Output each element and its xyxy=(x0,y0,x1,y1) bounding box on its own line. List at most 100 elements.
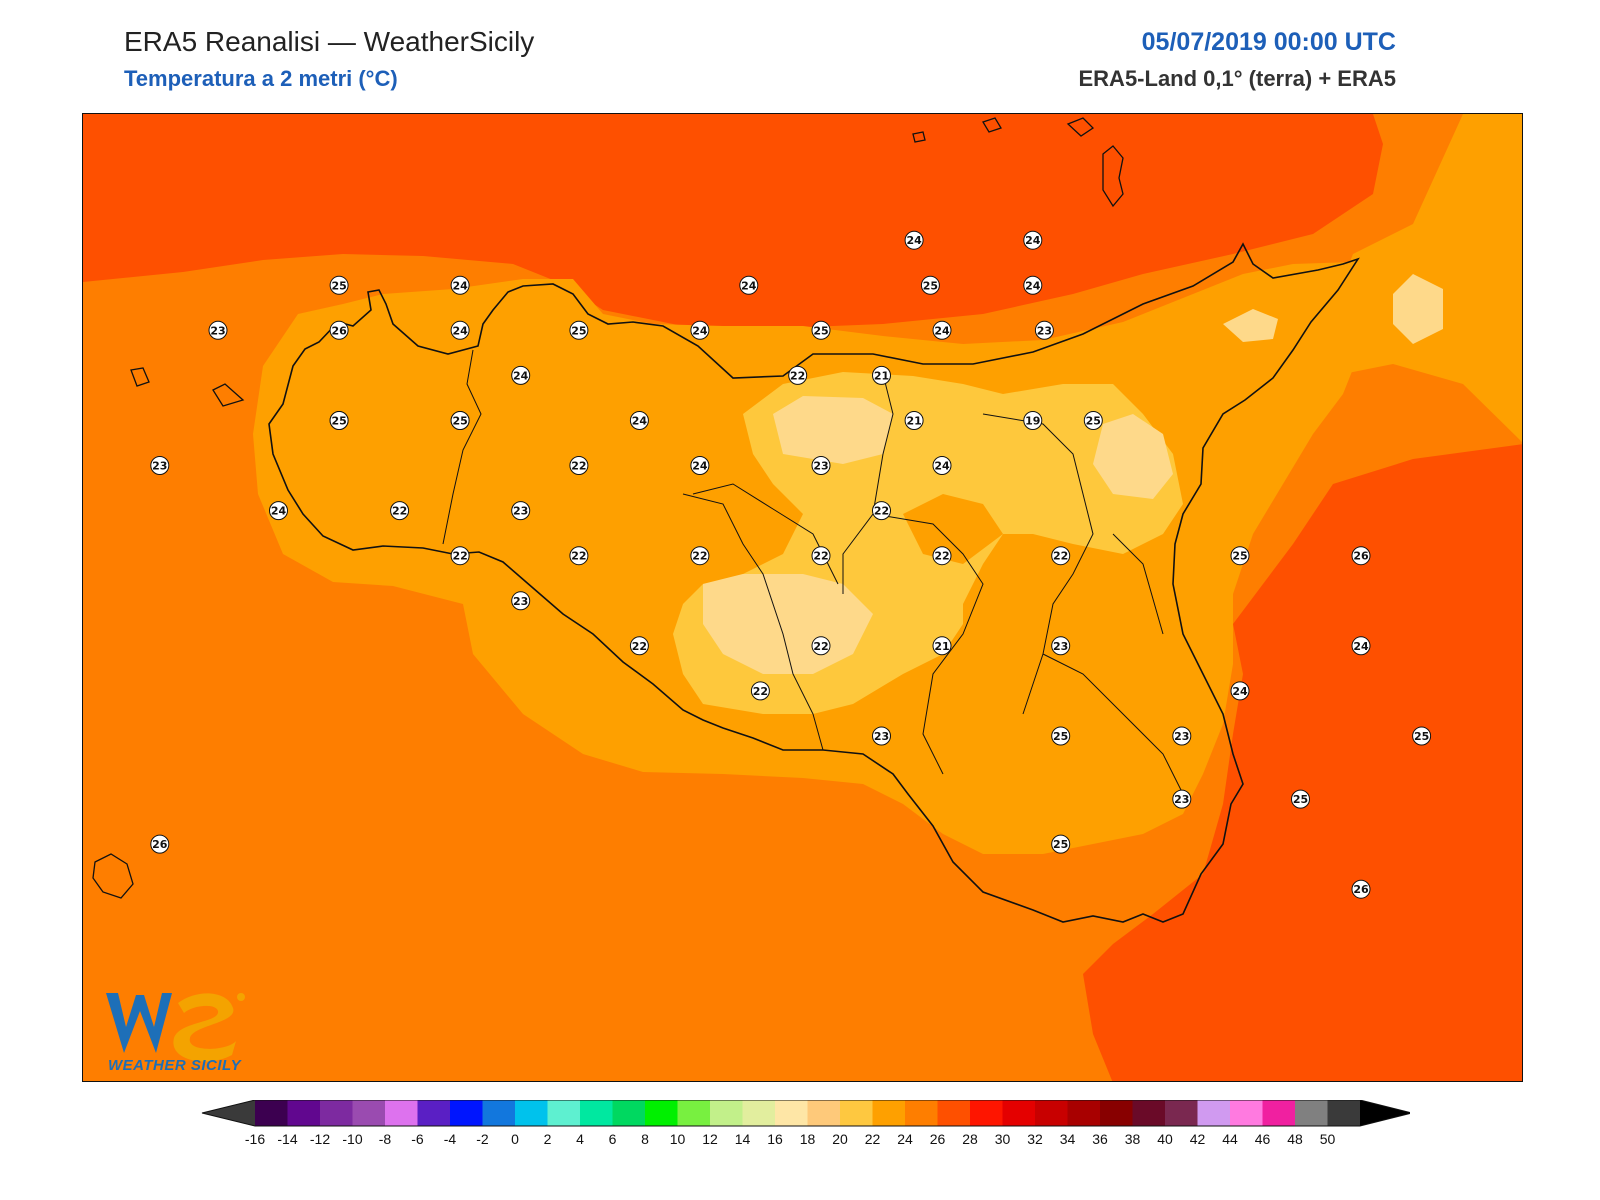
station-value: 25 xyxy=(452,415,467,428)
colorbar-tick-label: 36 xyxy=(1092,1131,1108,1147)
station-marker xyxy=(904,411,924,430)
station-marker xyxy=(329,411,349,430)
station-value: 24 xyxy=(906,234,922,247)
station-value: 24 xyxy=(741,279,757,292)
station-14: 23 xyxy=(1034,320,1054,340)
station-marker xyxy=(872,726,891,746)
station-marker xyxy=(569,320,589,340)
land-zone-coolest-center xyxy=(703,574,873,674)
colorbar-tick-label: 2 xyxy=(544,1131,552,1147)
colorbar-cell xyxy=(515,1100,548,1126)
station-value: 23 xyxy=(1053,640,1068,653)
logo-text: WEATHER SICILY xyxy=(108,1057,242,1074)
colorbar-cell xyxy=(905,1100,938,1126)
station-55: 23 xyxy=(1172,789,1192,809)
station-marker xyxy=(739,275,759,295)
station-value: 24 xyxy=(452,324,468,337)
colorbar-over-arrow xyxy=(1360,1100,1410,1126)
colorbar-tick-label: 26 xyxy=(930,1131,946,1147)
colorbar-tick-label: 24 xyxy=(897,1131,913,1147)
station-marker xyxy=(811,320,831,340)
station-24: 19 xyxy=(1023,411,1043,430)
station-21: 25 xyxy=(450,411,470,430)
station-value: 22 xyxy=(874,505,889,518)
station-5: 25 xyxy=(920,275,940,295)
station-value: 22 xyxy=(632,640,647,653)
ustica-island xyxy=(912,131,926,143)
colorbar-cell xyxy=(1165,1100,1198,1126)
colorbar-cell xyxy=(872,1100,906,1126)
station-marker xyxy=(150,456,170,475)
colorbar-tick-label: -16 xyxy=(245,1131,265,1147)
province-borders xyxy=(442,349,1184,795)
station-10: 25 xyxy=(569,320,589,340)
pantelleria-island xyxy=(92,853,134,899)
station-46: 21 xyxy=(932,636,952,656)
colorbar-cell xyxy=(710,1100,743,1126)
colorbar-cell xyxy=(775,1100,808,1126)
station-39: 22 xyxy=(932,546,952,566)
sicily-coastline xyxy=(268,242,1360,923)
station-value: 22 xyxy=(790,369,805,382)
colorbar-cell xyxy=(1067,1100,1101,1126)
station-56: 25 xyxy=(1291,789,1310,809)
colorbar-cell xyxy=(1230,1100,1263,1126)
colorbar-cell xyxy=(580,1100,613,1126)
station-value: 23 xyxy=(874,730,889,743)
station-value: 21 xyxy=(934,640,949,653)
station-58: 25 xyxy=(1051,834,1071,854)
colorbar-tick-label: 40 xyxy=(1157,1131,1173,1147)
colorbar-tick-label: 6 xyxy=(609,1131,617,1147)
colorbar-cell xyxy=(840,1100,873,1126)
colorbar-cell xyxy=(677,1100,711,1126)
station-value: 25 xyxy=(571,324,586,337)
station-marker xyxy=(450,320,470,340)
station-marker xyxy=(150,834,170,854)
weathersicily-logo xyxy=(106,993,245,1062)
station-value: 24 xyxy=(1232,685,1248,698)
station-marker xyxy=(1351,546,1371,566)
station-marker xyxy=(629,411,649,430)
station-marker xyxy=(872,501,891,521)
station-marker xyxy=(1051,834,1071,854)
colorbar-tick-label: -14 xyxy=(277,1131,297,1147)
station-value: 24 xyxy=(1025,279,1041,292)
station-38: 22 xyxy=(811,546,831,566)
colorbar-cell xyxy=(970,1100,1003,1126)
colorbar-cell xyxy=(742,1100,776,1126)
station-11: 24 xyxy=(690,320,710,340)
station-value: 25 xyxy=(1414,730,1429,743)
station-marker xyxy=(1351,879,1371,899)
station-marker xyxy=(811,546,831,566)
station-53: 23 xyxy=(1172,726,1192,746)
station-marker xyxy=(1172,789,1192,809)
colorbar-tick-label: 18 xyxy=(800,1131,816,1147)
station-34: 22 xyxy=(872,501,891,521)
station-30: 24 xyxy=(932,456,952,475)
colorbar-outline xyxy=(201,1100,1410,1127)
station-marker xyxy=(932,636,952,656)
colorbar-cell xyxy=(450,1100,483,1126)
station-28: 24 xyxy=(690,456,710,475)
station-value: 23 xyxy=(210,324,225,337)
station-marker xyxy=(1230,546,1250,566)
station-40: 22 xyxy=(1051,546,1071,566)
data-source-label: ERA5-Land 0,1° (terra) + ERA5 xyxy=(1078,66,1397,91)
station-value: 25 xyxy=(1293,793,1308,806)
station-13: 24 xyxy=(932,320,952,340)
station-marker xyxy=(1051,726,1071,746)
station-17: 21 xyxy=(872,365,891,385)
colorbar-cell xyxy=(807,1100,841,1126)
station-value: 24 xyxy=(692,324,708,337)
station-44: 22 xyxy=(629,636,649,656)
station-marker xyxy=(932,456,952,475)
station-9: 24 xyxy=(450,320,470,340)
land-zone-warm-pocket xyxy=(903,494,1003,564)
station-value: 24 xyxy=(1025,234,1041,247)
colorbar-tick-label: -2 xyxy=(476,1131,489,1147)
colorbar-tick-label: 4 xyxy=(576,1131,584,1147)
station-marker xyxy=(1051,636,1071,656)
station-marker xyxy=(690,546,710,566)
station-marker xyxy=(1034,320,1054,340)
colorbar-tick-label: 22 xyxy=(865,1131,881,1147)
